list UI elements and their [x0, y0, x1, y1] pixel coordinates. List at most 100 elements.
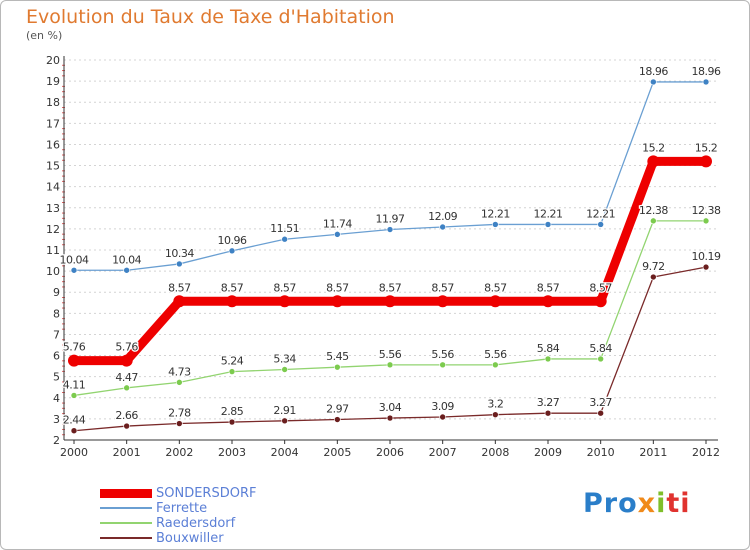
x-tick-label: 2006 — [376, 446, 404, 459]
logo-part-4: ti — [666, 488, 691, 519]
data-label-bouxwiller: 2.44 — [63, 414, 86, 427]
y-tick-label: 20 — [46, 54, 60, 67]
y-tick-label: 16 — [46, 138, 60, 151]
data-label-sondersdorf: 8.57 — [326, 281, 349, 294]
data-point-sondersdorf — [594, 295, 607, 308]
logo-part-3: i — [656, 488, 667, 519]
chart-unit-label: (en %) — [26, 29, 63, 42]
data-point-bouxwiller — [176, 420, 183, 427]
data-label-raedersdorf: 5.24 — [221, 355, 244, 368]
data-point-raedersdorf — [702, 217, 710, 225]
data-label-bouxwiller: 2.78 — [168, 407, 191, 420]
data-label-sondersdorf: 8.57 — [168, 281, 191, 294]
data-point-raedersdorf — [597, 355, 604, 363]
data-point-ferrette — [228, 247, 236, 255]
legend-swatch — [100, 537, 152, 539]
data-point-sondersdorf — [120, 354, 133, 367]
x-tick-label: 2000 — [60, 446, 88, 459]
data-point-raedersdorf — [70, 392, 78, 399]
data-point-ferrette — [176, 260, 183, 268]
x-tick-label: 2007 — [429, 446, 457, 459]
data-label-bouxwiller: 3.27 — [537, 396, 560, 409]
data-point-bouxwiller — [228, 418, 236, 426]
x-tick-label: 2002 — [165, 446, 193, 459]
data-label-ferrette: 10.96 — [218, 234, 247, 247]
x-tick-label: 2008 — [481, 446, 509, 459]
logo-part-1: Pro — [583, 488, 638, 519]
data-label-sondersdorf: 8.57 — [537, 281, 560, 294]
y-tick-label: 13 — [46, 202, 60, 215]
data-label-ferrette: 11.74 — [323, 217, 352, 230]
data-point-ferrette — [386, 226, 394, 233]
data-point-raedersdorf — [492, 361, 499, 369]
data-point-ferrette — [281, 235, 288, 243]
data-label-raedersdorf: 5.34 — [273, 352, 296, 365]
data-point-bouxwiller — [334, 416, 341, 423]
data-label-bouxwiller: 2.91 — [273, 404, 296, 417]
data-label-sondersdorf: 8.57 — [273, 281, 296, 294]
y-tick-label: 18 — [46, 96, 60, 109]
data-point-raedersdorf — [334, 363, 341, 371]
legend-swatch — [100, 522, 152, 524]
proxiti-logo: Proxiti — [583, 488, 691, 519]
data-label-sondersdorf: 8.57 — [589, 281, 612, 294]
data-point-bouxwiller — [702, 263, 710, 271]
data-point-sondersdorf — [68, 354, 80, 367]
data-label-raedersdorf: 5.84 — [537, 342, 560, 355]
data-point-raedersdorf — [281, 366, 288, 373]
data-label-raedersdorf: 5.56 — [431, 348, 454, 361]
data-label-sondersdorf: 8.57 — [431, 281, 454, 294]
data-point-ferrette — [597, 221, 604, 228]
data-label-ferrette: 12.21 — [586, 207, 615, 220]
data-label-bouxwiller: 2.97 — [326, 403, 349, 416]
data-label-bouxwiller: 2.85 — [221, 405, 244, 418]
y-tick-label: 3 — [53, 413, 60, 426]
data-label-raedersdorf: 4.11 — [63, 378, 86, 391]
legend-label: Bouxwiller — [156, 531, 224, 546]
data-point-ferrette — [492, 221, 499, 228]
data-label-bouxwiller: 10.19 — [692, 250, 721, 263]
data-label-sondersdorf: 5.76 — [63, 341, 86, 354]
y-tick-label: 10 — [46, 265, 60, 278]
data-label-raedersdorf: 5.56 — [484, 348, 507, 361]
data-label-raedersdorf: 4.73 — [168, 365, 191, 378]
data-point-raedersdorf — [123, 384, 130, 392]
data-label-ferrette: 18.96 — [639, 65, 668, 78]
data-label-ferrette: 10.34 — [165, 247, 194, 260]
data-point-bouxwiller — [70, 427, 78, 435]
data-point-bouxwiller — [281, 417, 288, 425]
line-chart: 2 3 4 5 6 7 8 9 10 11 12 13 14 15 16 17 18 19 20 2000 2001 20… — [46, 54, 723, 459]
data-label-bouxwiller: 3.2 — [487, 398, 503, 411]
data-label-raedersdorf: 5.84 — [589, 342, 612, 355]
x-tick-label: 2003 — [218, 446, 246, 459]
data-point-ferrette — [70, 266, 78, 274]
data-label-sondersdorf: 5.76 — [115, 341, 138, 354]
y-tick-label: 4 — [53, 392, 60, 405]
data-label-ferrette: 12.21 — [481, 207, 510, 220]
legend-label: Raedersdorf — [156, 516, 236, 531]
data-point-raedersdorf — [650, 217, 657, 225]
legend-swatch — [100, 507, 152, 509]
y-tick-label: 19 — [46, 75, 60, 88]
data-point-bouxwiller — [544, 409, 552, 417]
x-tick-label: 2011 — [639, 446, 667, 459]
data-point-ferrette — [439, 223, 446, 231]
x-tick-label: 2001 — [113, 446, 141, 459]
y-tick-label: 7 — [53, 328, 60, 341]
data-label-sondersdorf: 8.57 — [379, 281, 402, 294]
data-point-ferrette — [334, 231, 341, 238]
x-tick-label: 2012 — [692, 446, 720, 459]
data-point-ferrette — [123, 266, 130, 274]
x-tick-label: 2004 — [271, 446, 299, 459]
data-point-bouxwiller — [650, 273, 657, 281]
data-label-ferrette: 11.51 — [270, 222, 299, 235]
data-label-raedersdorf: 4.47 — [115, 371, 138, 384]
data-label-bouxwiller: 3.27 — [589, 396, 612, 409]
data-label-raedersdorf: 5.45 — [326, 350, 349, 363]
x-tick-label: 2009 — [534, 446, 562, 459]
data-label-sondersdorf: 8.57 — [221, 281, 244, 294]
data-point-sondersdorf — [226, 295, 238, 308]
data-point-sondersdorf — [173, 295, 186, 308]
data-point-sondersdorf — [278, 295, 291, 308]
logo-part-2: x — [637, 488, 657, 519]
